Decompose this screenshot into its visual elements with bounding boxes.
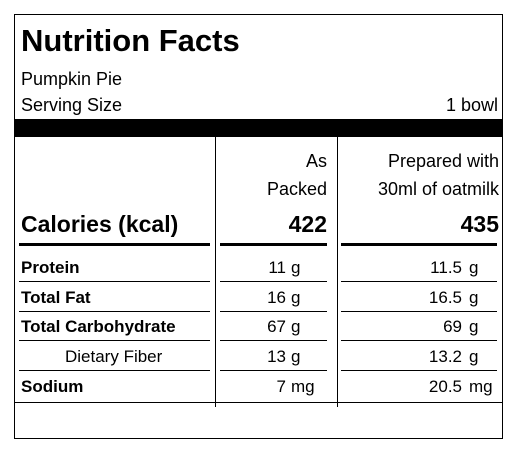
protein-packed-value: 11 <box>268 258 286 277</box>
nutrient-label-dietary-fiber: Dietary Fiber <box>65 347 163 366</box>
column-divider-prepared <box>337 137 338 407</box>
row-divider <box>220 281 327 282</box>
calories-underline-label <box>19 243 210 246</box>
sodium-prepared-unit: mg <box>469 377 493 396</box>
prepared-header-line2: 30ml of oatmilk <box>377 179 499 199</box>
protein-prepared-unit: g <box>469 258 479 277</box>
total-carb-prepared-unit: g <box>469 317 479 336</box>
row-divider <box>19 340 210 341</box>
total-carb-packed-unit: g <box>291 317 301 336</box>
dietary-fiber-packed-unit: g <box>291 347 301 366</box>
dietary-fiber-prepared-value: 13.2 <box>428 347 462 366</box>
total-fat-packed-unit: g <box>291 288 301 307</box>
serving-size-row: Serving Size 1 bowl <box>21 93 498 117</box>
row-divider <box>220 370 327 371</box>
sodium-packed-value: 7 <box>276 377 286 396</box>
calories-label: Calories (kcal) <box>21 211 179 237</box>
serving-size-label: Serving Size <box>21 95 123 115</box>
dietary-fiber-packed-value: 13 <box>267 347 286 366</box>
total-fat-prepared-value: 16.5 <box>428 288 462 307</box>
product-name: Pumpkin Pie <box>21 69 123 89</box>
row-divider <box>220 340 327 341</box>
calories-prepared: 435 <box>460 211 499 237</box>
protein-packed-unit: g <box>291 258 301 277</box>
total-carb-prepared-value: 69 <box>443 317 462 336</box>
calories-underline-packed <box>220 243 327 246</box>
nutrition-label: Nutrition Facts Pumpkin Pie Serving Size… <box>14 14 503 439</box>
row-divider <box>19 311 210 312</box>
total-carb-packed-value: 67 <box>267 317 286 336</box>
nutrient-label-total-fat: Total Fat <box>21 288 91 307</box>
calories-packed: 422 <box>288 211 327 237</box>
nutrient-label-sodium: Sodium <box>21 377 84 396</box>
row-divider <box>341 311 497 312</box>
total-fat-packed-value: 16 <box>267 288 286 307</box>
row-divider <box>341 340 497 341</box>
row-divider <box>341 370 497 371</box>
thick-divider <box>15 119 502 137</box>
label-title: Nutrition Facts <box>21 23 240 58</box>
prepared-header-line1: Prepared with <box>387 151 499 171</box>
total-fat-prepared-unit: g <box>469 288 479 307</box>
row-divider <box>341 281 497 282</box>
row-divider <box>220 311 327 312</box>
packed-header-line2: Packed <box>266 179 327 199</box>
row-divider <box>19 281 210 282</box>
column-divider-packed <box>215 137 216 407</box>
sodium-prepared-value: 20.5 <box>428 377 462 396</box>
dietary-fiber-prepared-unit: g <box>469 347 479 366</box>
nutrient-label-protein: Protein <box>21 258 80 277</box>
nutrient-label-total-carbohydrate: Total Carbohydrate <box>21 317 176 336</box>
row-divider <box>19 370 210 371</box>
bottom-rule <box>15 402 502 403</box>
calories-underline-prepared <box>341 243 497 246</box>
packed-header-line1: As <box>305 151 327 171</box>
sodium-packed-unit: mg <box>291 377 315 396</box>
serving-size-value: 1 bowl <box>445 95 498 115</box>
protein-prepared-value: 11.5 <box>430 258 462 277</box>
